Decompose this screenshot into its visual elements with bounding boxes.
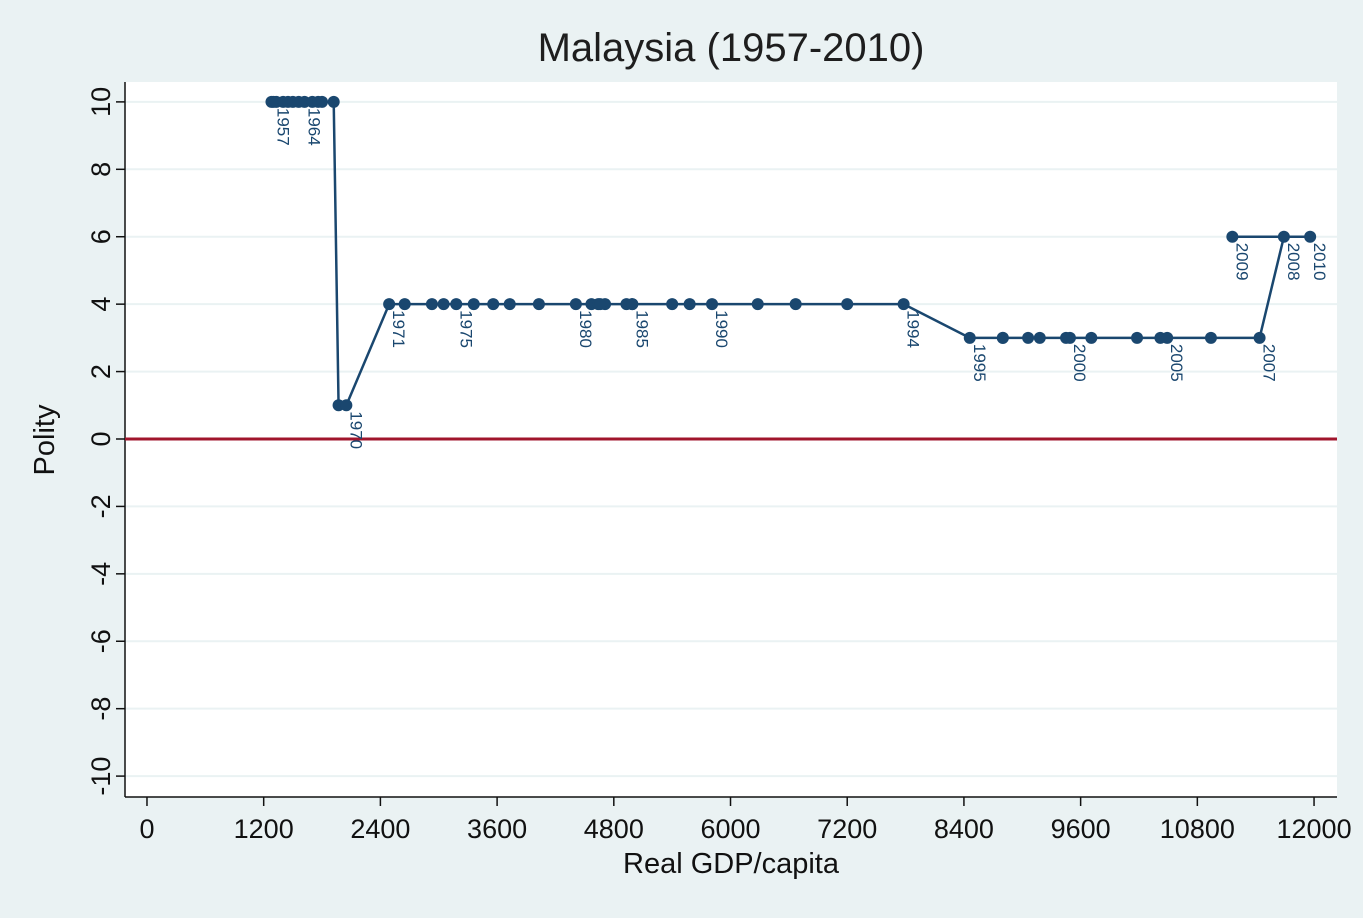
data-point [1253, 331, 1266, 344]
point-label: 2005 [1167, 344, 1186, 382]
data-point [1304, 230, 1317, 243]
x-tick-label: 1200 [234, 814, 294, 844]
data-point [425, 298, 438, 311]
data-point [1226, 230, 1239, 243]
data-point [666, 298, 679, 311]
x-tick-label: 10800 [1160, 814, 1235, 844]
y-tick-label: 4 [86, 297, 116, 312]
point-label: 1964 [305, 108, 324, 146]
point-label: 2007 [1260, 344, 1279, 382]
data: 1957 1964 1970 1971 1975 1980 1985 1990 1994 1995… [125, 95, 1337, 449]
x-tick-label: 7200 [817, 814, 877, 844]
data-point [327, 95, 340, 108]
data-point [1277, 230, 1290, 243]
data-point [626, 298, 639, 311]
point-label: 1975 [456, 310, 475, 348]
point-label: 2010 [1310, 243, 1329, 281]
x-axis-title: Real GDP/capita [623, 848, 840, 880]
data-point [532, 298, 545, 311]
data-point [963, 331, 976, 344]
x-tick-label: 6000 [700, 814, 760, 844]
x-tick-label: 9600 [1051, 814, 1111, 844]
point-label: 1957 [273, 108, 292, 146]
point-label: 2000 [1070, 344, 1089, 382]
data-point [450, 298, 463, 311]
y-tick-label: 0 [86, 431, 116, 446]
x-tick-label: 8400 [934, 814, 994, 844]
y-tick-label: 8 [86, 162, 116, 177]
data-point [503, 298, 516, 311]
y-tick-label: -8 [86, 697, 116, 721]
x-tick-label: 0 [139, 814, 154, 844]
chart-title: Malaysia (1957-2010) [538, 26, 925, 70]
point-label: 2009 [1232, 243, 1251, 281]
point-label: 1990 [712, 310, 731, 348]
y-tick-label: -2 [86, 494, 116, 518]
data-point [569, 298, 582, 311]
data-point [1085, 331, 1098, 344]
data-point [398, 298, 411, 311]
y-tick-label: -4 [86, 562, 116, 586]
x-tick-label: 4800 [584, 814, 644, 844]
y-tick-label: -10 [86, 757, 116, 796]
data-point [897, 298, 910, 311]
data-point [1033, 331, 1046, 344]
x-tick-label: 12000 [1277, 814, 1352, 844]
data-point [1131, 331, 1144, 344]
data-point [594, 298, 607, 311]
x-tick-label: 2400 [350, 814, 410, 844]
data-point [789, 298, 802, 311]
x-tick-label: 3600 [467, 814, 527, 844]
data-point [996, 331, 1009, 344]
data-point [437, 298, 450, 311]
y-tick-label: 10 [86, 87, 116, 117]
y-tick-label: -6 [86, 629, 116, 653]
point-label: 1995 [970, 344, 989, 382]
y-tick-label: 2 [86, 364, 116, 379]
y-axis-title: Polity [29, 404, 61, 475]
point-label: 2008 [1284, 243, 1303, 281]
data-point [487, 298, 500, 311]
data-point [751, 298, 764, 311]
point-label: 1970 [346, 411, 365, 449]
data-point [841, 298, 854, 311]
data-point [683, 298, 696, 311]
point-label: 1971 [389, 310, 408, 348]
data-point [340, 399, 353, 412]
data-point [316, 95, 329, 108]
point-label: 1994 [904, 310, 923, 348]
data-point [1060, 331, 1073, 344]
data-point [1022, 331, 1035, 344]
point-label: 1980 [576, 310, 595, 348]
data-point [1204, 331, 1217, 344]
data-point [467, 298, 480, 311]
data-point [706, 298, 719, 311]
data-point [1161, 331, 1174, 344]
data-point [383, 298, 396, 311]
point-label: 1985 [632, 310, 651, 348]
y-tick-label: 6 [86, 229, 116, 244]
